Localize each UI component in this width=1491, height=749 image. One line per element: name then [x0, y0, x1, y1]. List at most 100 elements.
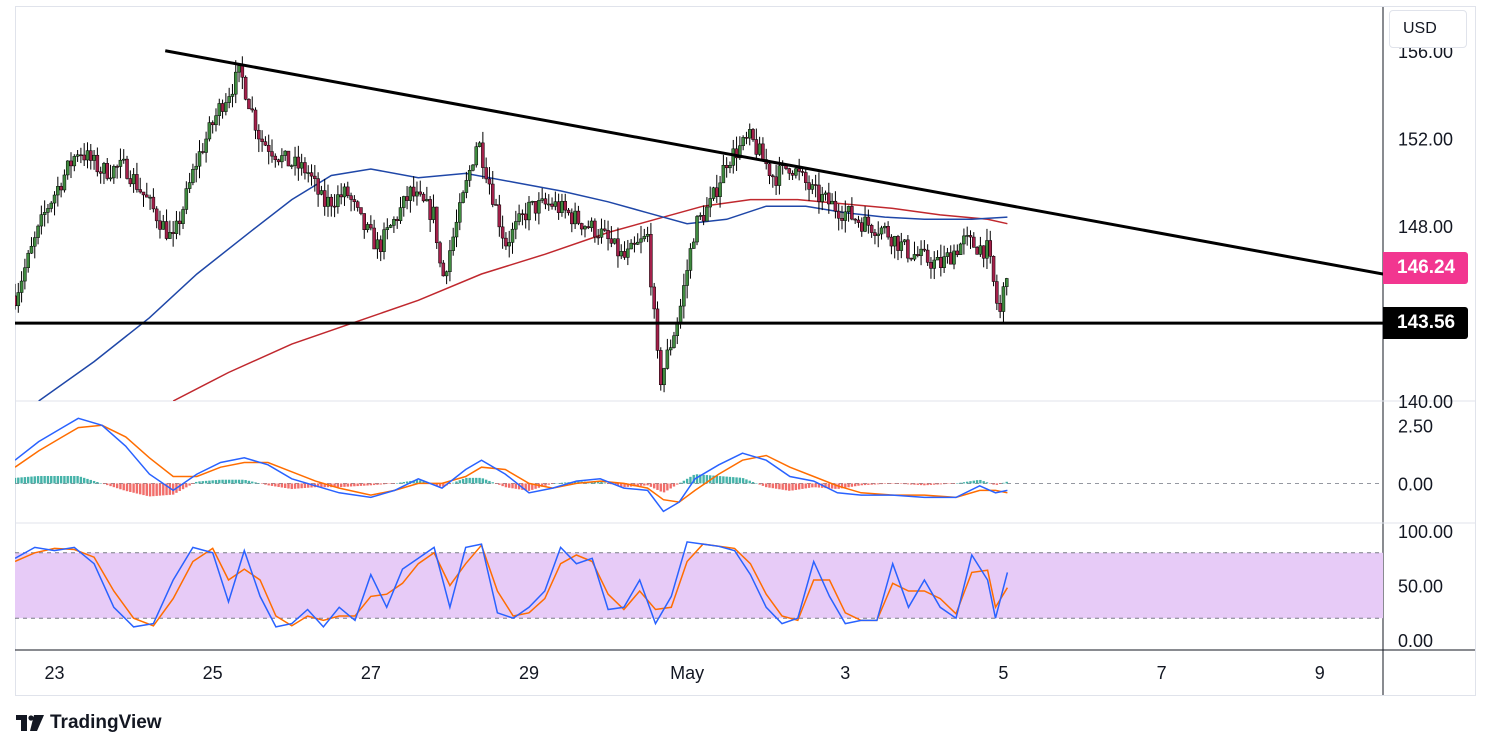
candle	[939, 244, 943, 277]
macd-histogram-bar	[26, 476, 30, 484]
candle-body	[59, 186, 63, 191]
candle	[856, 215, 861, 228]
candle	[662, 367, 666, 393]
candle-body	[566, 209, 571, 214]
macd-histogram-bar	[972, 480, 975, 484]
candle	[932, 251, 936, 280]
candle	[49, 201, 53, 213]
price-pane[interactable]	[14, 49, 1384, 401]
trendlines[interactable]	[15, 49, 1383, 325]
candle	[879, 225, 884, 240]
candle	[958, 242, 963, 255]
candle-body	[955, 250, 960, 255]
candle-body	[968, 235, 973, 238]
candle-body	[510, 228, 515, 243]
macd-histogram-bar	[96, 481, 99, 484]
macd-histogram-bar	[270, 483, 274, 486]
candle	[968, 230, 973, 249]
candle	[866, 209, 871, 234]
macd-histogram-bar	[807, 483, 811, 488]
macd-histogram-bar	[125, 483, 129, 492]
candle	[421, 192, 426, 203]
candle-body	[846, 206, 851, 213]
macd-axis[interactable]: 2.50 0.00	[1398, 416, 1433, 494]
macd-histogram-bar	[53, 475, 56, 484]
candle	[346, 181, 350, 199]
macd-pane[interactable]	[14, 417, 1383, 513]
candle	[82, 143, 86, 167]
candle-body	[678, 305, 683, 324]
candle-body	[184, 188, 189, 210]
macd-histogram-bar	[985, 482, 989, 484]
candle	[168, 220, 172, 240]
macd-histogram-bar	[705, 475, 709, 484]
descending-resistance-line[interactable]	[164, 49, 1383, 276]
candle	[102, 161, 106, 185]
macd-histogram-bar	[102, 483, 106, 485]
macd-histogram-bar	[435, 483, 438, 486]
tradingview-logo-icon	[16, 715, 44, 731]
candle-body	[537, 200, 541, 214]
tradingview-logo[interactable]: TradingView	[16, 710, 162, 736]
candle-body	[899, 241, 904, 251]
candle	[355, 200, 360, 212]
stoch-rsi-axis[interactable]: 100.00 50.00 0.00	[1398, 522, 1453, 651]
macd-histogram-bar	[310, 483, 313, 488]
macd-histogram-bar	[366, 483, 369, 486]
candle	[490, 170, 495, 208]
candle-body	[141, 191, 146, 196]
candle	[731, 139, 736, 174]
candle-body	[56, 186, 60, 196]
macd-histogram-bar	[475, 477, 478, 484]
candle	[576, 205, 581, 226]
macd-histogram-bar	[695, 474, 699, 484]
candle-body	[886, 226, 890, 238]
macd-histogram-bar	[827, 483, 831, 489]
candle-body	[1004, 278, 1009, 287]
macd-histogram-bar	[550, 483, 554, 484]
macd-histogram-bar	[685, 478, 689, 484]
candle-body	[579, 223, 584, 230]
macd-histogram-bar	[188, 483, 191, 486]
candle-body	[210, 122, 215, 126]
candle-body	[69, 160, 73, 167]
candle	[593, 218, 597, 243]
candle	[659, 347, 663, 391]
candle-body	[181, 209, 185, 224]
candle	[583, 225, 587, 238]
candle	[365, 222, 370, 233]
macd-histogram-bar	[484, 479, 488, 484]
currency-selector[interactable]: USD	[1389, 10, 1467, 48]
candle-body	[626, 248, 630, 258]
candle-body	[187, 182, 192, 189]
candle	[899, 232, 904, 259]
time-tick-label: 23	[45, 663, 65, 683]
stoch-rsi-pane[interactable]	[15, 541, 1383, 629]
macd-histogram-bar	[544, 483, 547, 486]
candle-body	[939, 257, 943, 268]
candle	[998, 294, 1002, 319]
macd-histogram-bar	[765, 483, 768, 488]
candle-body	[92, 154, 96, 161]
candle-body	[530, 201, 535, 203]
macd-histogram-bar	[359, 483, 363, 486]
macd-histogram-bar	[356, 483, 359, 487]
candle-body	[685, 270, 689, 286]
candle	[293, 146, 297, 176]
macd-histogram-bar	[722, 476, 725, 484]
macd-histogram-bar	[959, 482, 962, 484]
candle-body	[201, 151, 205, 153]
macd-histogram-bar	[92, 480, 96, 484]
macd-histogram-bar	[162, 483, 165, 496]
time-axis[interactable]: 23 25 27 29 May 3 5 7 9	[45, 663, 1325, 683]
macd-histogram-bar	[962, 482, 966, 484]
candle-body	[477, 142, 482, 147]
candle	[751, 128, 755, 142]
macd-histogram-bar	[307, 483, 310, 488]
candle-body	[286, 150, 291, 167]
candle-body	[965, 235, 969, 237]
candle-body	[787, 168, 792, 174]
candle-body	[741, 137, 745, 146]
